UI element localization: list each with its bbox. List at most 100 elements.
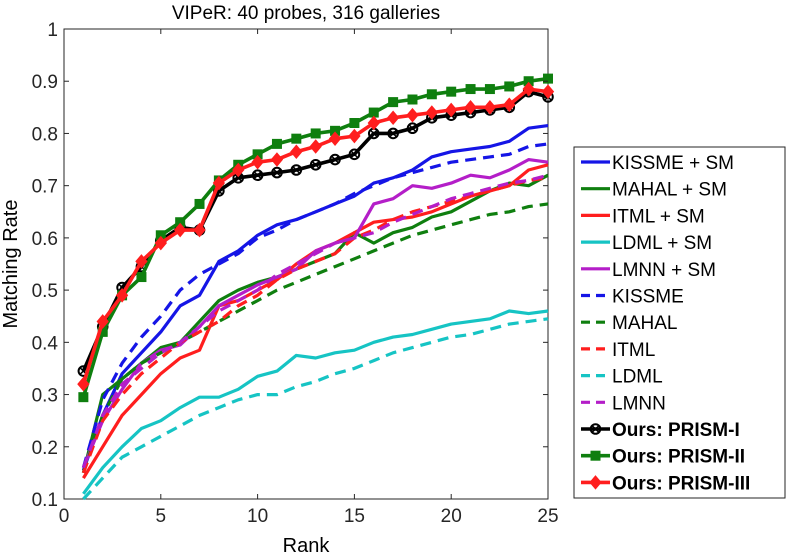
data-point	[309, 139, 322, 154]
data-point	[406, 107, 419, 123]
y-tick-label: 0.3	[32, 386, 58, 407]
data-point	[504, 81, 515, 92]
chart-title: VIPeR: 40 probes, 316 galleries	[172, 3, 440, 24]
legend-label: LDML + SM	[612, 233, 712, 254]
legend-item: Ours: PRISM-I	[581, 420, 740, 441]
y-tick-label: 0.9	[32, 72, 58, 93]
y-tick-label: 0.4	[32, 333, 59, 354]
data-point	[271, 166, 283, 179]
legend-item: MAHAL	[581, 313, 677, 334]
legend-marker	[589, 475, 602, 490]
data-point	[465, 84, 476, 95]
y-tick-label: 1	[47, 20, 58, 41]
data-point	[348, 148, 361, 161]
data-point-cross	[331, 155, 339, 164]
series-layer	[77, 73, 555, 501]
series-line	[82, 317, 549, 501]
legend-label: LDML	[612, 367, 663, 388]
data-point	[543, 73, 553, 84]
data-point	[310, 128, 321, 139]
legend-label: ITML + SM	[612, 206, 705, 227]
data-point	[270, 152, 284, 167]
data-point-cross	[234, 173, 243, 182]
series-line	[81, 142, 549, 469]
x-tick-label: 25	[537, 506, 558, 527]
series-7	[81, 176, 549, 474]
series-9	[81, 173, 549, 469]
legend-label: LMNN + SM	[612, 260, 716, 281]
data-point	[503, 97, 516, 112]
legend-item: KISSME + SM	[581, 153, 734, 174]
series-6	[81, 202, 549, 474]
data-point-cross	[273, 168, 281, 177]
legend-item: LDML + SM	[581, 233, 712, 254]
data-point-cross	[253, 171, 262, 180]
y-axis-label: Matching Rate	[0, 200, 22, 329]
data-point	[541, 84, 555, 99]
series-5	[81, 142, 549, 469]
series-line	[81, 176, 549, 474]
data-point	[367, 115, 380, 131]
data-point	[483, 100, 497, 115]
y-tick-label: 0.6	[32, 229, 58, 250]
data-point	[425, 105, 438, 120]
data-point	[464, 100, 477, 115]
legend: KISSME + SM MAHAL + SM ITML + SM LDML + SM L…	[573, 146, 786, 499]
data-point	[78, 392, 89, 403]
legend-label: KISSME	[612, 287, 684, 308]
data-point	[446, 86, 457, 97]
data-point	[251, 169, 264, 182]
series-line	[81, 202, 549, 474]
series-4	[81, 158, 549, 469]
data-point	[251, 154, 264, 170]
legend-item: MAHAL + SM	[581, 180, 727, 201]
data-point	[445, 102, 458, 118]
legend-label: Ours: PRISM-II	[612, 447, 745, 468]
data-point	[484, 84, 495, 95]
y-tick-label: 0.1	[32, 490, 58, 511]
series-line	[81, 173, 549, 469]
series-12	[77, 81, 555, 392]
y-tick-label: 0.5	[32, 281, 58, 302]
legend-label: MAHAL	[612, 313, 677, 334]
x-tick-label: 0	[59, 506, 70, 527]
x-tick-label: 20	[441, 506, 462, 527]
legend-label: MAHAL + SM	[612, 180, 727, 201]
legend-label: KISSME + SM	[612, 153, 734, 174]
data-point	[194, 198, 205, 209]
plot-area: 0 5 10 15 20 25 0.1 0.2 0.3 0.4 0.5 0.6 0.7 0.8 0.9 1	[32, 20, 559, 527]
series-line	[81, 158, 549, 469]
y-tick-label: 0.2	[32, 438, 58, 459]
legend-item: ITML + SM	[581, 206, 705, 227]
legend-label: Ours: PRISM-III	[612, 473, 750, 494]
data-point	[135, 254, 148, 269]
data-point	[522, 81, 535, 97]
x-tick-label: 5	[156, 506, 167, 527]
legend-item: ITML	[581, 340, 655, 361]
data-point	[115, 288, 129, 303]
data-point	[232, 162, 245, 178]
data-point-cross	[79, 367, 88, 375]
series-3	[82, 309, 549, 495]
data-point	[368, 107, 379, 118]
data-point	[328, 131, 342, 146]
tick-layer: 0 5 10 15 20 25 0.1 0.2 0.3 0.4 0.5 0.6 0.7 0.8 0.9 1	[32, 20, 559, 527]
series-8	[82, 317, 549, 501]
legend-label: LMNN	[612, 393, 666, 414]
data-point	[271, 138, 282, 149]
data-point	[193, 222, 206, 238]
y-tick-label: 0.8	[32, 124, 58, 145]
data-point	[407, 94, 418, 105]
legend-marker	[589, 423, 602, 435]
data-point	[290, 144, 303, 159]
data-point-cross	[350, 150, 359, 159]
data-point	[387, 127, 399, 140]
data-point	[386, 110, 400, 126]
data-point	[291, 133, 302, 144]
legend-marker	[590, 450, 601, 461]
data-point	[349, 118, 360, 128]
legend-item: KISSME	[581, 287, 684, 308]
x-tick-label: 10	[247, 506, 268, 527]
data-point	[309, 158, 322, 171]
